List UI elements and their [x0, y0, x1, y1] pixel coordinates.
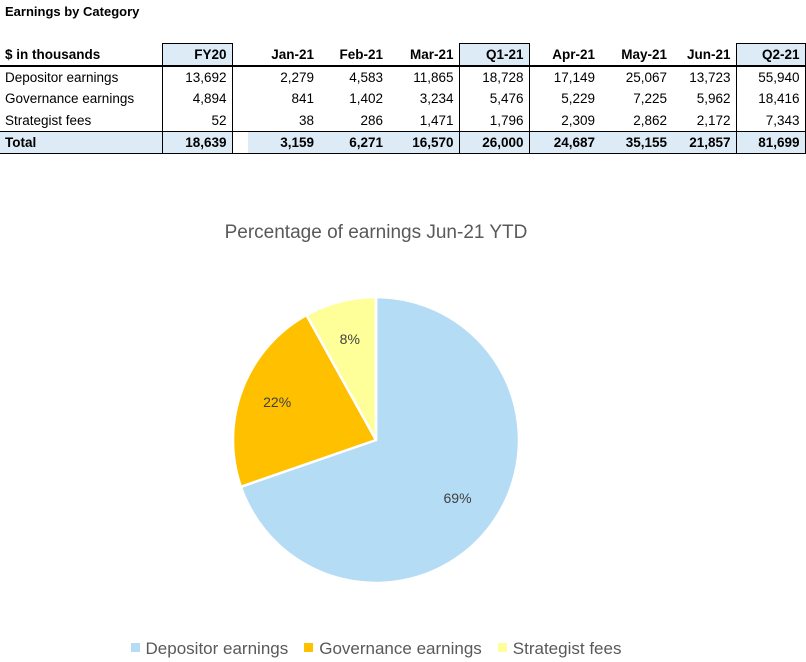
legend-label: Depositor earnings — [145, 639, 289, 658]
table-cell: 3,159 — [280, 135, 314, 150]
table-cell: 2,172 — [696, 112, 731, 128]
column-gap — [232, 87, 248, 110]
table-cell: 5,476 — [458, 87, 530, 110]
table-cell: 1,796 — [458, 109, 530, 132]
table-cell: 13,692 — [161, 65, 233, 88]
legend-swatch — [304, 643, 314, 652]
legend-item: Strategist fees — [497, 639, 622, 659]
table-cell: 286 — [360, 112, 383, 128]
table-cell: 4,894 — [161, 87, 233, 110]
table-cell: 2,862 — [633, 112, 667, 128]
header-label: $ in thousands — [5, 46, 101, 62]
table-cell: 25,067 — [625, 69, 667, 85]
table-cell: 6,271 — [349, 135, 383, 150]
header-jun21: Jun-21 — [686, 46, 731, 62]
column-gap — [232, 43, 248, 66]
table-cell: 55,940 — [735, 65, 806, 88]
legend-label: Governance earnings — [319, 639, 482, 658]
pie-slice-governance-earnings — [231, 313, 378, 489]
table-cell: 18,416 — [735, 87, 806, 110]
legend-item: Governance earnings — [304, 639, 482, 659]
table-cell: 16,570 — [412, 135, 454, 150]
legend-label: Strategist fees — [512, 639, 622, 658]
pie-slice-strategist-fees — [305, 295, 378, 442]
table-cell: 1,402 — [349, 91, 383, 106]
table-row: Total 18,639 3,159 6,271 16,570 26,000 24,687 3… — [0, 131, 806, 154]
table-body: Depositor earnings 13,692 2,279 4,583 11,865… — [0, 65, 806, 154]
column-gap — [232, 65, 248, 88]
header-apr21: Apr-21 — [552, 46, 595, 62]
table-cell: 4,583 — [349, 69, 383, 85]
pie-slice-depositor-earnings — [239, 295, 521, 585]
column-gap — [232, 131, 248, 154]
table-cell: 2,279 — [280, 69, 314, 85]
header-q2-21: Q2-21 — [735, 43, 806, 66]
table-cell: 17,149 — [553, 69, 595, 85]
header-q1-21: Q1-21 — [458, 43, 530, 66]
table-cell: 5,962 — [696, 91, 731, 106]
column-gap — [232, 109, 248, 132]
table-cell: 3,234 — [419, 91, 454, 106]
sheet-title: Earnings by Category — [5, 4, 140, 19]
table-cell: 26,000 — [458, 131, 530, 154]
data-label: 8% — [340, 331, 360, 347]
row-label: Strategist fees — [5, 112, 92, 128]
table-cell: 21,857 — [689, 135, 731, 150]
chart-title: Percentage of earnings Jun-21 YTD — [224, 222, 528, 243]
header-fy20: FY20 — [161, 43, 233, 66]
row-label: Depositor earnings — [5, 69, 119, 85]
data-label: 69% — [444, 490, 472, 506]
legend-swatch — [497, 643, 507, 652]
legend-item: Depositor earnings — [130, 639, 289, 659]
table-cell: 7,343 — [735, 109, 806, 132]
header-mar21: Mar-21 — [409, 46, 454, 62]
header-jan21: Jan-21 — [271, 46, 314, 62]
table-cell: 5,229 — [561, 91, 595, 106]
table-cell: 35,155 — [625, 135, 667, 150]
table-row: Depositor earnings 13,692 2,279 4,583 11,865… — [0, 65, 806, 88]
table-cell: 1,471 — [419, 112, 454, 128]
table-cell: 38 — [298, 112, 314, 128]
table-cell: 13,723 — [689, 69, 731, 85]
table-row: Governance earnings 4,894 841 1,402 3,234 5,4… — [0, 87, 806, 110]
header-may21: May-21 — [621, 46, 667, 62]
table-cell: 7,225 — [633, 91, 667, 106]
table-cell: 24,687 — [553, 135, 595, 150]
header-feb21: Feb-21 — [339, 46, 383, 62]
table-cell: 2,309 — [561, 112, 595, 128]
row-label: Total — [5, 135, 37, 150]
table-cell: 18,728 — [458, 65, 530, 88]
table-cell: 11,865 — [413, 69, 454, 85]
table-cell: 18,639 — [161, 131, 233, 154]
table-cell: 81,699 — [735, 131, 806, 154]
table-header-row: $ in thousands FY20 Jan-21 Feb-21 Mar-21… — [0, 43, 806, 66]
row-label: Governance earnings — [5, 91, 135, 106]
table-row: Strategist fees 52 38 286 1,471 1,796 2,309 2,8… — [0, 109, 806, 132]
table-cell: 52 — [161, 109, 233, 132]
chart-legend: Depositor earnings Governance earnings Str… — [0, 639, 752, 659]
earnings-table: $ in thousands FY20 Jan-21 Feb-21 Mar-21… — [0, 43, 806, 154]
table-cell: 841 — [291, 91, 314, 106]
legend-swatch — [130, 643, 140, 652]
data-label: 22% — [263, 394, 291, 410]
